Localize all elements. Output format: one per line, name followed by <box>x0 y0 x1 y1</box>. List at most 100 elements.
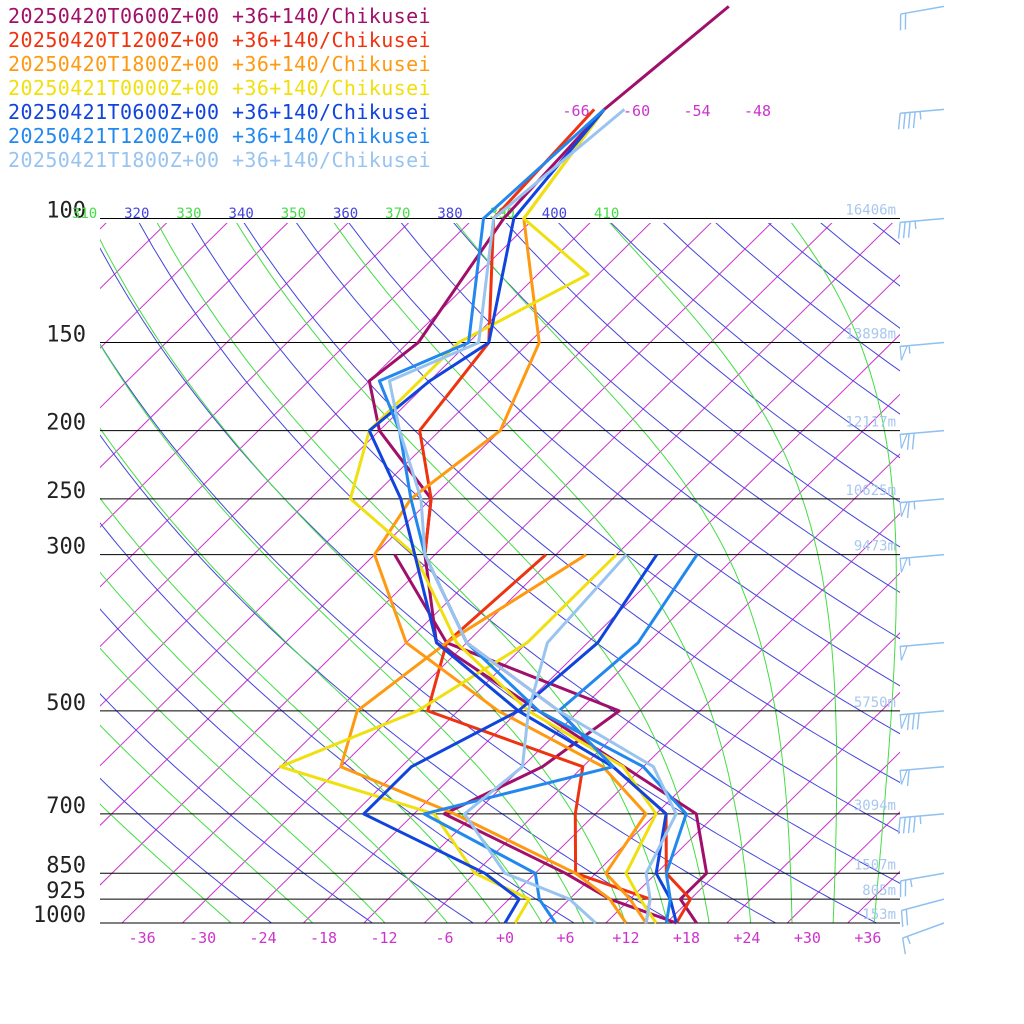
dry-adiabat-line <box>505 223 900 548</box>
isotherm-line <box>544 572 900 923</box>
isotherm-line <box>0 219 50 924</box>
isotherm-line <box>100 223 531 648</box>
dry-adiabat-line <box>453 223 900 593</box>
dewpoint-profile-line <box>422 553 699 924</box>
moist-adiabat-line <box>156 223 669 923</box>
profile-layer <box>278 5 730 925</box>
moist-adiabat-line <box>455 223 793 923</box>
dry-adiabat-line <box>100 522 575 923</box>
wind-barb <box>899 765 945 787</box>
temperature-tick-label: +36 <box>854 929 881 947</box>
theta-label: 400 <box>542 206 567 222</box>
temperature-tick-label: -36 <box>129 929 156 947</box>
legend-entry: 20250420T0600Z+00 +36+140/Chikusei <box>8 4 431 28</box>
isotherm-line <box>665 691 900 923</box>
moist-adiabat-line <box>333 223 752 923</box>
isotherm-line <box>100 223 228 349</box>
temperature-tick-label: +18 <box>673 929 700 947</box>
isobar-layer <box>100 218 900 924</box>
axis-label-layer: 100 16406m 150 13898m 200 12117m 250 10625m 300 9… <box>33 102 896 947</box>
moist-adiabat-line <box>609 223 838 923</box>
pressure-label: 100 <box>46 199 86 224</box>
wind-barb <box>901 922 945 955</box>
wind-barb <box>899 429 945 450</box>
pressure-label: 200 <box>46 411 86 436</box>
height-label: 9473m <box>854 539 896 555</box>
dry-adiabat-line <box>558 223 900 503</box>
temperature-profile-line <box>388 108 678 924</box>
wind-barb <box>899 872 945 898</box>
isotherm-line <box>100 223 289 409</box>
isotherm-line <box>908 219 1024 924</box>
height-label: 153m <box>862 907 896 923</box>
isotherm-line <box>100 223 591 707</box>
temperature-tick-label: +0 <box>496 929 514 947</box>
isotherm-label: -48 <box>744 102 771 120</box>
isotherm-line <box>424 453 900 923</box>
temperature-tick-label: +24 <box>733 929 760 947</box>
dry-adiabat-line <box>400 223 900 640</box>
legend-entry: 20250421T1200Z+00 +36+140/Chikusei <box>8 124 431 148</box>
theta-label: 410 <box>594 206 619 222</box>
height-label: 5750m <box>854 695 896 711</box>
moist-adiabat-line <box>100 571 449 923</box>
pressure-label: 1000 <box>33 903 86 928</box>
wind-barb <box>899 341 945 361</box>
dry-adiabat-line <box>920 219 1024 938</box>
legend-entry: 20250421T0600Z+00 +36+140/Chikusei <box>8 100 431 124</box>
wind-barb <box>899 641 945 661</box>
isotherm-label: -60 <box>623 102 650 120</box>
theta-label: 310 <box>72 206 97 222</box>
wind-barb <box>899 553 945 573</box>
theta-label: 380 <box>437 206 462 222</box>
legend-entry: 20250420T1800Z+00 +36+140/Chikusei <box>8 52 431 76</box>
height-label: 13898m <box>845 327 896 343</box>
isotherm-line <box>100 223 349 469</box>
height-label: 1507m <box>854 857 896 873</box>
wind-barb <box>897 813 945 834</box>
height-label: 12117m <box>845 415 896 431</box>
dewpoint-profile-line <box>393 553 677 925</box>
isotherm-line <box>100 223 470 588</box>
theta-label: 350 <box>281 206 306 222</box>
height-label: 805m <box>862 883 896 899</box>
isotherm-line <box>100 223 410 528</box>
dewpoint-profile-line <box>339 553 628 924</box>
height-label: 16406m <box>845 203 896 219</box>
isotherm-line <box>605 632 900 923</box>
theta-label: 360 <box>333 206 358 222</box>
theta-label: 320 <box>124 206 149 222</box>
wind-barb <box>897 217 945 239</box>
temperature-profile-line <box>348 108 658 924</box>
dry-adiabat-line <box>100 777 273 923</box>
temperature-tick-label: -18 <box>310 929 337 947</box>
isotherm-line <box>121 223 833 923</box>
isotherm-line <box>726 751 900 923</box>
grid-layer <box>0 219 1024 938</box>
moist-adiabat-line <box>100 724 314 923</box>
wind-barb <box>899 5 945 31</box>
pressure-label: 300 <box>46 535 86 560</box>
height-label: 10625m <box>845 483 896 499</box>
height-label: 3094m <box>854 798 896 814</box>
isotherm-label: -66 <box>563 102 590 120</box>
temperature-tick-label: -12 <box>370 929 397 947</box>
temperature-tick-label: -24 <box>250 929 277 947</box>
wind-barb <box>899 498 945 519</box>
pressure-label: 250 <box>46 479 86 504</box>
temperature-tick-label: -30 <box>189 929 216 947</box>
isotherm-label: -54 <box>683 102 710 120</box>
legend-entry: 20250420T1200Z+00 +36+140/Chikusei <box>8 28 431 52</box>
moist-adiabat-line <box>100 427 543 923</box>
pressure-label: 925 <box>46 879 86 904</box>
theta-label: 330 <box>176 206 201 222</box>
isotherm-line <box>484 512 900 923</box>
moist-adiabat-line <box>100 647 386 923</box>
pressure-label: 850 <box>46 853 86 878</box>
dewpoint-profile-line <box>362 553 659 924</box>
dry-adiabat-line <box>296 223 900 735</box>
pressure-label: 150 <box>46 323 86 348</box>
temperature-tick-label: -6 <box>435 929 453 947</box>
dry-adiabat-line <box>100 693 374 923</box>
isotherm-line <box>969 219 1024 924</box>
